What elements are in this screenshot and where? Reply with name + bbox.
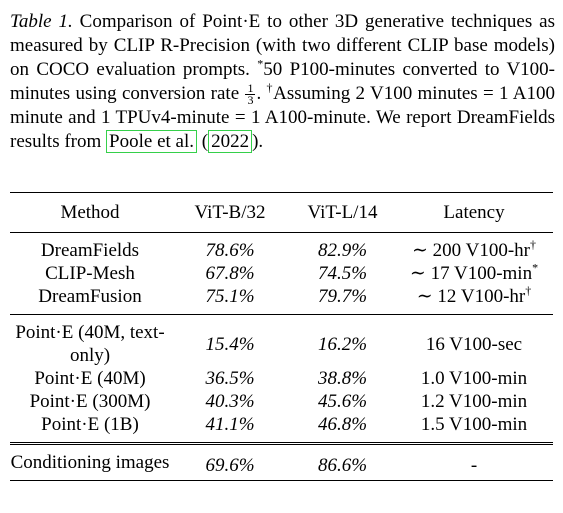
citation-author-link[interactable]: Poole et al. bbox=[106, 130, 197, 154]
method-cell: Conditioning images bbox=[10, 442, 170, 481]
table-row: Point·E (40M) 36.5% 38.8% 1.0 V100-min bbox=[10, 367, 553, 390]
vit-l14-cell: 16.2% bbox=[290, 314, 395, 367]
latency-cell: 1.5 V100-min bbox=[420, 414, 528, 435]
latency-value: ∼ 12 V100-hr bbox=[416, 286, 526, 307]
vit-l14-cell: 38.8% bbox=[317, 368, 368, 389]
vit-l14-cell: 82.9% bbox=[290, 232, 395, 262]
caption-text-3: . bbox=[256, 83, 262, 104]
latency-cell: 1.2 V100-min bbox=[420, 391, 528, 412]
vit-b32-cell: 40.3% bbox=[205, 391, 255, 412]
vit-b32-cell: 41.1% bbox=[205, 414, 255, 435]
latency-cell: ∼ 12 V100-hr† bbox=[395, 285, 553, 315]
table-row: DreamFields 78.6% 82.9% ∼ 200 V100-hr† bbox=[10, 232, 553, 262]
method-cell: CLIP-Mesh bbox=[45, 263, 135, 284]
table-row: Point·E (300M) 40.3% 45.6% 1.2 V100-min bbox=[10, 390, 553, 413]
method-cell: DreamFields bbox=[10, 232, 170, 262]
latency-cell: ∼ 17 V100-min* bbox=[395, 262, 553, 285]
header-vit-b32: ViT-B/32 bbox=[170, 192, 290, 233]
latency-footnote-mark: * bbox=[532, 260, 539, 275]
method-cell: DreamFusion bbox=[38, 286, 142, 307]
table-row: Conditioning images 69.6% 86.6% - bbox=[10, 442, 553, 481]
citation-open-paren: ( bbox=[201, 131, 209, 153]
table-caption: Table 1. Comparison of Point·E to other … bbox=[10, 10, 555, 154]
latency-cell: 16 V100-sec bbox=[395, 314, 553, 367]
caption-text-1: Comparison of Point·E to other 3D genera… bbox=[10, 11, 555, 80]
vit-l14-cell: 74.5% bbox=[317, 263, 368, 284]
vit-b32-cell: 36.5% bbox=[205, 368, 255, 389]
header-latency: Latency bbox=[395, 192, 553, 233]
latency-footnote-mark: † bbox=[529, 237, 536, 252]
table-row: CLIP-Mesh 67.8% 74.5% ∼ 17 V100-min* bbox=[10, 262, 553, 285]
latency-cell: 1.0 V100-min bbox=[420, 368, 528, 389]
table-header-row: Method ViT-B/32 ViT-L/14 Latency bbox=[10, 192, 553, 233]
citation-close: ). bbox=[252, 131, 264, 153]
header-method: Method bbox=[10, 192, 170, 233]
vit-l14-cell: 79.7% bbox=[317, 286, 368, 307]
latency-cell: - bbox=[395, 442, 553, 481]
latency-cell: ∼ 200 V100-hr† bbox=[395, 232, 553, 262]
vit-l14-cell: 46.8% bbox=[317, 414, 368, 435]
caption-star-mark: * bbox=[257, 56, 264, 71]
latency-value: ∼ 17 V100-min bbox=[409, 263, 533, 284]
caption-text-4: Assuming 2 V100 minutes = 1 A100 minute … bbox=[10, 83, 556, 153]
table-row: Point·E (1B) 41.1% 46.8% 1.5 V100-min bbox=[10, 413, 553, 444]
method-cell: Point·E (300M) bbox=[29, 391, 151, 412]
header-vit-l14: ViT-L/14 bbox=[290, 192, 395, 233]
method-cell: Point·E (1B) bbox=[41, 414, 139, 435]
vit-b32-cell: 67.8% bbox=[205, 263, 255, 284]
citation-year-link[interactable]: 2022 bbox=[208, 130, 253, 154]
latency-footnote-mark: † bbox=[525, 283, 532, 298]
caption-label: Table 1. bbox=[10, 11, 73, 32]
table-row: Point·E (40M, text-only) 15.4% 16.2% 16 … bbox=[10, 314, 553, 367]
method-cell: Point·E (40M, text-only) bbox=[10, 314, 170, 367]
vit-b32-cell: 15.4% bbox=[170, 314, 290, 367]
caption-dagger-mark: † bbox=[266, 80, 274, 95]
vit-l14-cell: 86.6% bbox=[290, 442, 395, 481]
caption-text-2: 50 P100-minutes converted to V100-minute… bbox=[10, 59, 556, 104]
vit-b32-cell: 78.6% bbox=[170, 232, 290, 262]
vit-b32-cell: 69.6% bbox=[170, 442, 290, 481]
results-table: Method ViT-B/32 ViT-L/14 Latency DreamFi… bbox=[10, 192, 553, 481]
vit-l14-cell: 45.6% bbox=[317, 391, 368, 412]
method-cell: Point·E (40M) bbox=[34, 368, 146, 389]
vit-b32-cell: 75.1% bbox=[205, 286, 255, 307]
fraction-denominator: 3 bbox=[247, 93, 254, 108]
table-row: DreamFusion 75.1% 79.7% ∼ 12 V100-hr† bbox=[10, 285, 553, 315]
fraction-numerator: 1 bbox=[245, 81, 256, 96]
latency-value: ∼ 200 V100-hr bbox=[412, 240, 530, 261]
